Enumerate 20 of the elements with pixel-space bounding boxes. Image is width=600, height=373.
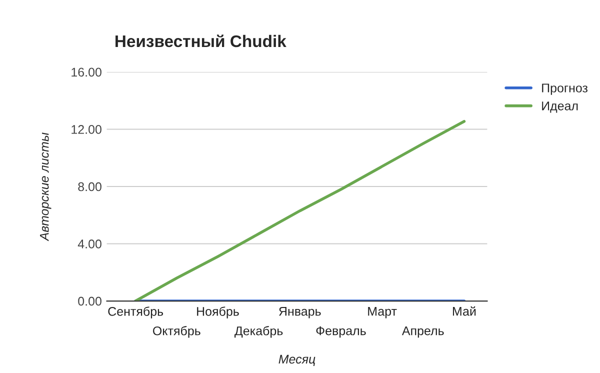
y-tick-label: 4.00 [78,240,102,248]
line-series [134,120,466,302]
x-tick-label: Сентябрь [108,306,164,318]
x-tick-label: Февраль [316,326,366,338]
y-axis-title: Авторские листы [40,132,52,242]
x-tick-label: Январь [279,307,321,318]
legend-label: Прогноз [542,84,588,95]
x-axis-title: Месяц [278,354,316,366]
x-tick-label: Апрель [402,326,444,338]
y-tick-label: 0.00 [78,296,102,306]
chart-title: Неизвестный Chudik [116,34,286,48]
x-tick-label: Ноябрь [197,306,239,318]
y-tick-label: 12.00 [72,125,102,134]
x-tick-label: Март [368,307,397,318]
y-tick-label: 8.00 [78,182,102,192]
legend-label: Идеал [542,102,578,113]
y-tick-label: 16.00 [72,68,102,77]
x-tick-label: Октябрь [153,326,200,338]
x-tick-label: Май [452,306,476,316]
x-tick-label: Декабрь [234,326,283,338]
